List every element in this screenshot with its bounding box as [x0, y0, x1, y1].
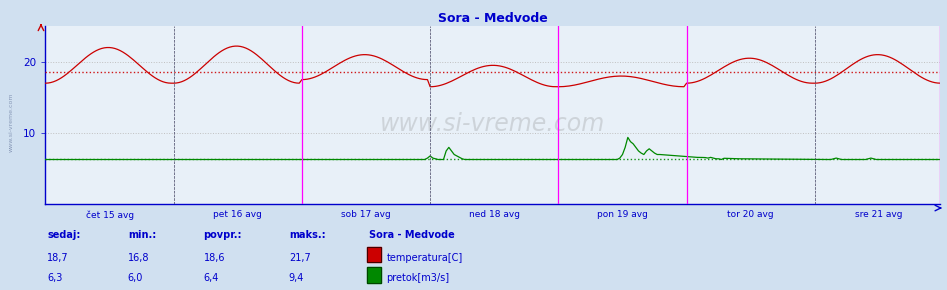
- Text: maks.:: maks.:: [289, 230, 326, 240]
- Text: min.:: min.:: [128, 230, 156, 240]
- Text: povpr.:: povpr.:: [204, 230, 242, 240]
- Text: www.si-vreme.com: www.si-vreme.com: [9, 92, 14, 152]
- Text: ned 18 avg: ned 18 avg: [469, 210, 520, 219]
- Text: temperatura[C]: temperatura[C]: [386, 253, 463, 263]
- Text: 16,8: 16,8: [128, 253, 150, 263]
- Text: čet 15 avg: čet 15 avg: [85, 210, 134, 220]
- Text: 6,4: 6,4: [204, 273, 219, 283]
- Text: 18,6: 18,6: [204, 253, 225, 263]
- Text: 6,3: 6,3: [47, 273, 63, 283]
- Text: tor 20 avg: tor 20 avg: [727, 210, 774, 219]
- Text: www.si-vreme.com: www.si-vreme.com: [381, 112, 605, 136]
- Text: 18,7: 18,7: [47, 253, 69, 263]
- Text: 21,7: 21,7: [289, 253, 311, 263]
- Text: pon 19 avg: pon 19 avg: [597, 210, 648, 219]
- Text: Sora - Medvode: Sora - Medvode: [369, 230, 456, 240]
- Text: sob 17 avg: sob 17 avg: [341, 210, 391, 219]
- Text: 9,4: 9,4: [289, 273, 304, 283]
- Text: pet 16 avg: pet 16 avg: [213, 210, 262, 219]
- Text: sre 21 avg: sre 21 avg: [855, 210, 902, 219]
- Text: 6,0: 6,0: [128, 273, 143, 283]
- Text: sedaj:: sedaj:: [47, 230, 80, 240]
- Text: pretok[m3/s]: pretok[m3/s]: [386, 273, 450, 283]
- Title: Sora - Medvode: Sora - Medvode: [438, 12, 547, 25]
